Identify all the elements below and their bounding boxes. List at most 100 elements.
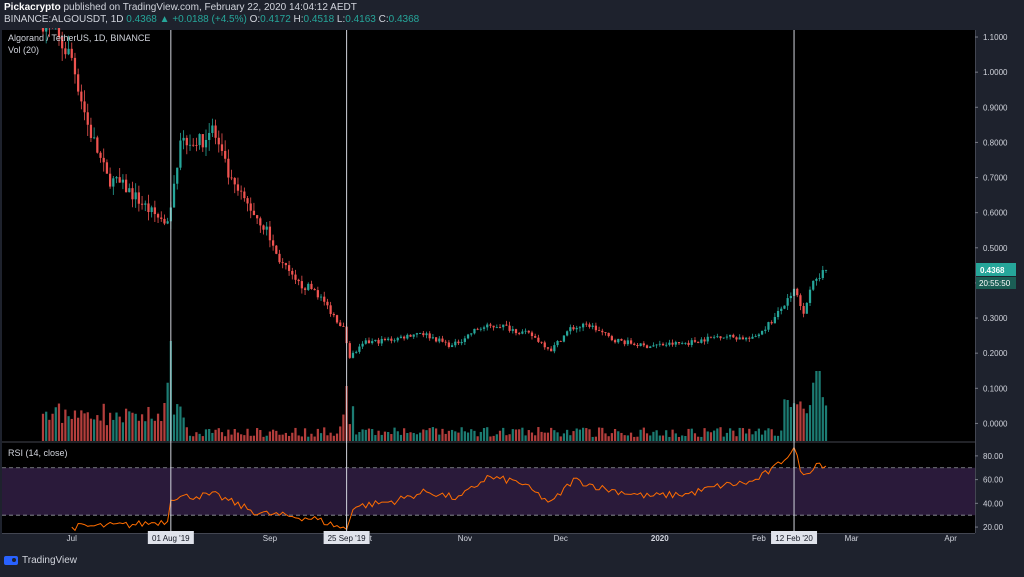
volume-bar (614, 429, 616, 441)
volume-bar (531, 433, 533, 441)
volume-bar (659, 436, 661, 441)
volume-bar (636, 437, 638, 441)
candle-body (719, 336, 721, 338)
candle-body (361, 344, 363, 347)
volume-bar (71, 419, 73, 441)
volume-bar (799, 401, 801, 441)
symbol-label: BINANCE:ALGOUSDT, 1D (4, 14, 123, 25)
candle-body (454, 342, 456, 346)
candle-body (377, 340, 379, 344)
candle-body (767, 322, 769, 330)
candle-body (470, 333, 472, 334)
chart-header: Pickacrypto published on TradingView.com… (0, 0, 1024, 28)
candle-body (400, 337, 402, 338)
candle-body (547, 347, 549, 348)
candle-body (643, 343, 645, 345)
volume-bar (451, 430, 453, 441)
volume-bar (515, 430, 517, 441)
price-axis-label: 1.1000 (983, 33, 1008, 42)
candle-body (687, 343, 689, 345)
candle-body (710, 337, 712, 338)
candle-body (614, 340, 616, 342)
volume-bar (710, 432, 712, 441)
volume-bar (352, 406, 354, 441)
candle-body (304, 288, 306, 290)
candle-body (419, 333, 421, 334)
candle-body (595, 326, 597, 331)
volume-bar (630, 433, 632, 441)
volume-bar (189, 436, 191, 441)
volume-bar (87, 412, 89, 441)
candle-body (732, 335, 734, 337)
candle-body (512, 329, 514, 331)
candle-body (135, 192, 137, 199)
volume-bar (393, 428, 395, 441)
volume-bar (384, 432, 386, 441)
volume-bar (774, 436, 776, 441)
volume-bar (726, 433, 728, 441)
candle-body (611, 336, 613, 340)
candle-body (566, 331, 568, 335)
candle-body (505, 325, 507, 326)
volume-bar (192, 436, 194, 441)
volume-bar (563, 433, 565, 441)
volume-bar (483, 428, 485, 441)
volume-bar (179, 407, 181, 441)
candle-body (186, 138, 188, 145)
candle-body (668, 343, 670, 345)
candlestick-chart[interactable]: 1.10001.00000.90000.80000.70000.60000.50… (0, 28, 1024, 572)
volume-legend: Vol (20) (8, 45, 39, 55)
volume-bar (601, 428, 603, 441)
volume-bar (694, 433, 696, 441)
volume-bar (662, 436, 664, 441)
candle-body (579, 327, 581, 328)
open-value: 0.4172 (260, 14, 291, 25)
volume-bar (122, 422, 124, 441)
candle-body (106, 162, 108, 173)
candle (761, 330, 763, 335)
volume-bar (317, 429, 319, 441)
candle (563, 335, 565, 342)
candle-body (74, 58, 76, 74)
volume-bar (461, 427, 463, 441)
candle-body (298, 280, 300, 281)
volume-bar (163, 403, 165, 441)
volume-bar (649, 435, 651, 441)
publisher-name[interactable]: Pickacrypto (4, 2, 61, 13)
footer (0, 552, 1024, 572)
candle-body (266, 227, 268, 230)
candle-body (665, 345, 667, 346)
volume-bar (579, 430, 581, 441)
candle-body (195, 145, 197, 146)
volume-bar (700, 437, 702, 441)
volume-bar (697, 437, 699, 441)
candle-body (493, 326, 495, 328)
volume-bar (58, 404, 60, 441)
volume-bar (106, 425, 108, 441)
volume-bar (160, 421, 162, 441)
volume-bar (234, 429, 236, 441)
last-price: 0.4368 (126, 14, 157, 25)
candle-body (253, 211, 255, 215)
date-marker-label: 12 Feb '20 (775, 534, 813, 543)
candle-body (604, 332, 606, 333)
volume-bar (748, 429, 750, 441)
volume-bar (288, 436, 290, 441)
low-label: L: (337, 14, 345, 25)
volume-bar (390, 434, 392, 441)
volume-bar (604, 433, 606, 441)
volume-bar (67, 416, 69, 441)
candle-body (202, 134, 204, 147)
tradingview-logo[interactable]: TradingView (4, 555, 77, 566)
volume-bar (764, 430, 766, 441)
time-axis-label: Apr (944, 534, 957, 543)
volume-bar (336, 434, 338, 441)
candle-body (480, 329, 482, 330)
candle-body (582, 324, 584, 328)
candle-body (151, 207, 153, 212)
volume-bar (83, 413, 85, 441)
volume-bar (205, 429, 207, 441)
volume-bar (553, 430, 555, 441)
candle-body (173, 184, 175, 208)
